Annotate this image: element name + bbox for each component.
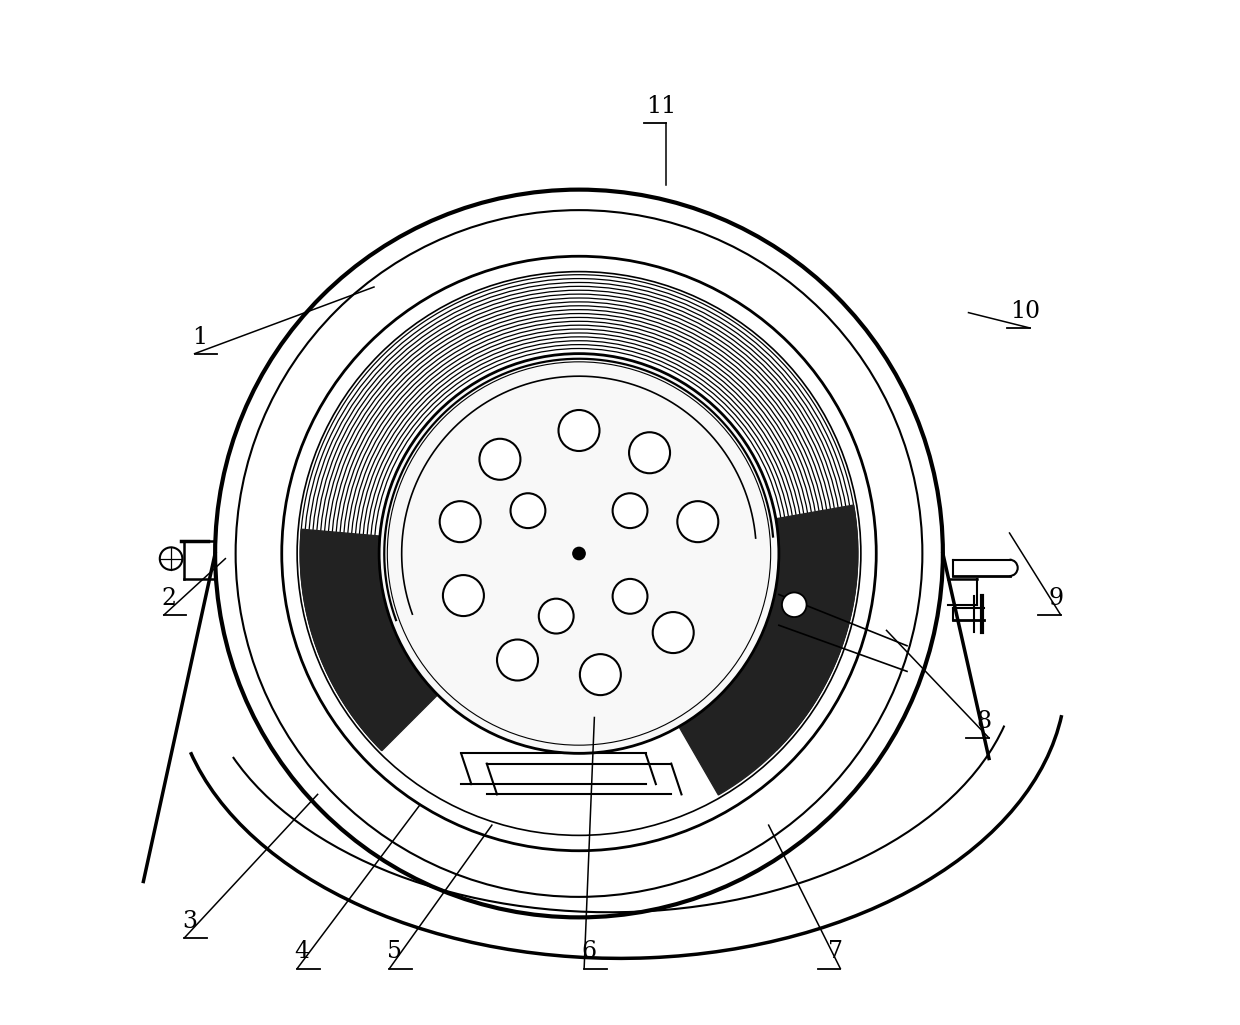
Text: 5: 5 xyxy=(387,941,402,964)
Text: 6: 6 xyxy=(582,941,596,964)
Circle shape xyxy=(511,493,546,528)
Circle shape xyxy=(379,354,779,753)
Polygon shape xyxy=(676,505,858,795)
Text: 9: 9 xyxy=(1048,587,1063,610)
Circle shape xyxy=(539,599,574,633)
Circle shape xyxy=(497,640,538,681)
Circle shape xyxy=(573,547,585,560)
Circle shape xyxy=(443,575,484,616)
Text: 2: 2 xyxy=(161,587,176,610)
Circle shape xyxy=(652,612,693,653)
Text: 4: 4 xyxy=(295,941,310,964)
Text: 10: 10 xyxy=(1009,300,1040,323)
Text: 1: 1 xyxy=(192,326,207,348)
Circle shape xyxy=(629,433,670,474)
Circle shape xyxy=(613,493,647,528)
Text: 11: 11 xyxy=(646,95,676,118)
Circle shape xyxy=(580,654,621,695)
Circle shape xyxy=(480,439,521,480)
Circle shape xyxy=(613,579,647,614)
Circle shape xyxy=(782,592,806,617)
Circle shape xyxy=(677,501,718,542)
Circle shape xyxy=(440,501,481,542)
Circle shape xyxy=(160,547,182,570)
Circle shape xyxy=(558,410,599,451)
Text: 3: 3 xyxy=(182,910,197,933)
Text: 8: 8 xyxy=(976,710,992,733)
Text: 7: 7 xyxy=(828,941,843,964)
Polygon shape xyxy=(300,529,441,750)
